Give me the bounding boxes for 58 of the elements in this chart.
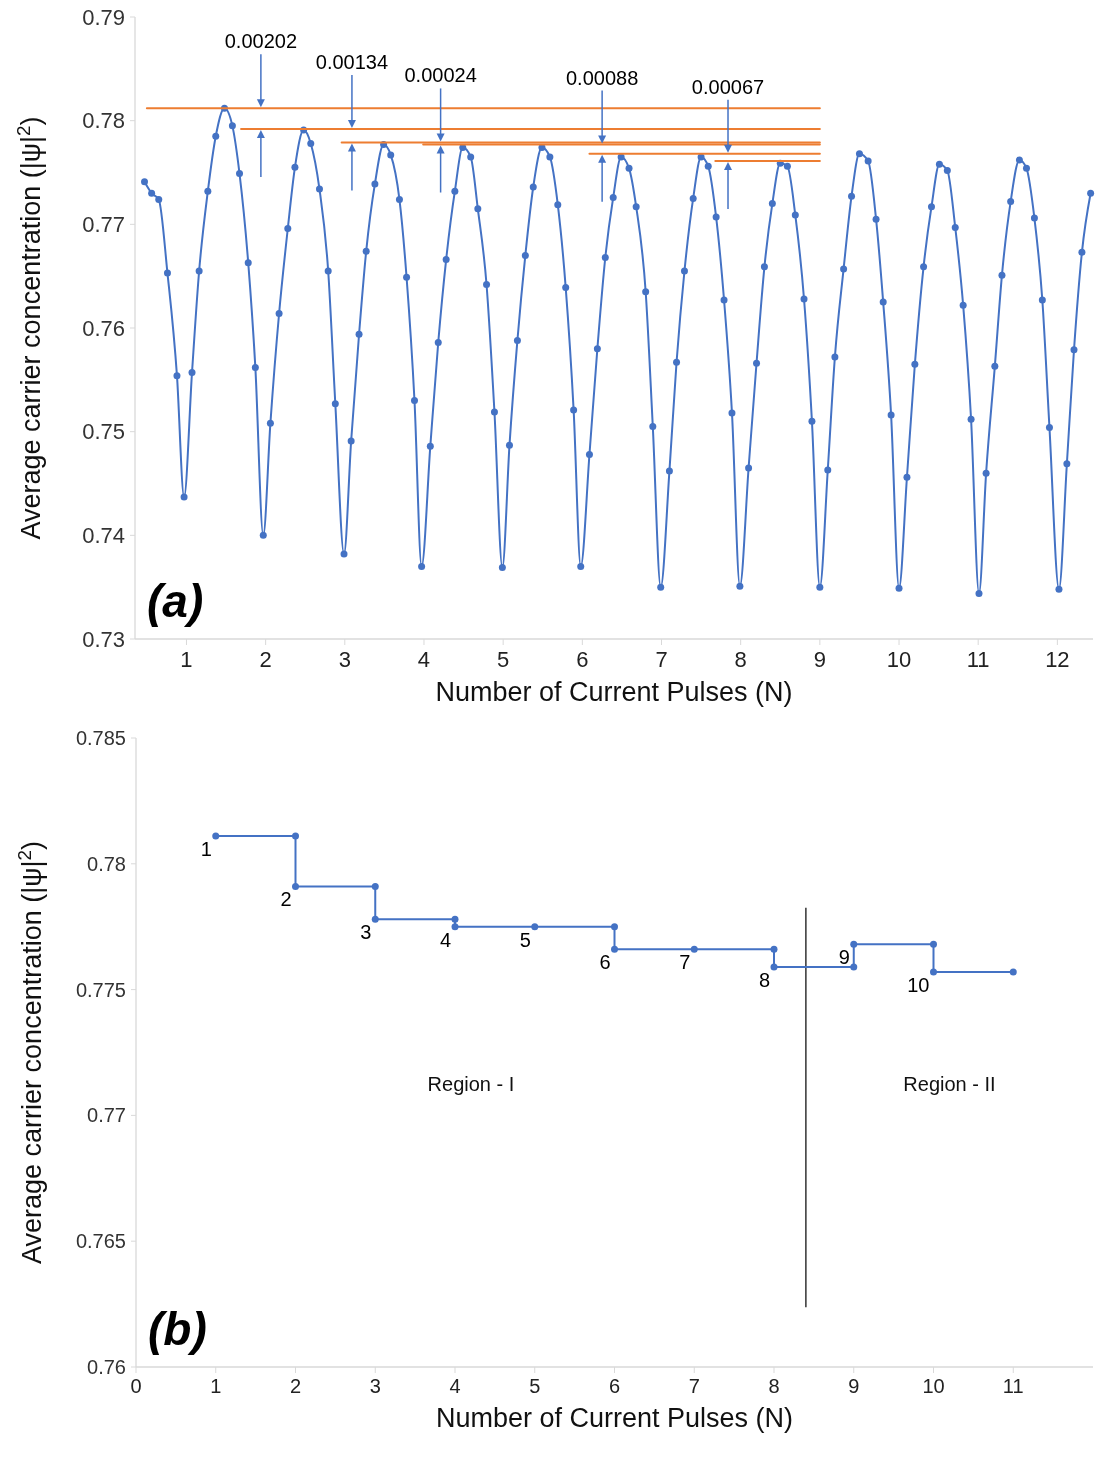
- x-tick-label: 3: [338, 647, 351, 672]
- y-tick-label: 0.73: [82, 626, 125, 652]
- annotation: 3: [360, 921, 372, 944]
- annotation: 0.00134: [315, 50, 389, 73]
- annotation: 4: [439, 928, 451, 951]
- y-tick-label: 0.78: [87, 852, 126, 875]
- x-tick-label: 12: [1045, 647, 1070, 672]
- annotation: 6: [599, 951, 611, 974]
- x-tick-label: 4: [417, 647, 431, 672]
- x-tick-label: 6: [608, 1375, 621, 1397]
- x-axis-title: Number of Current Pulses (N): [435, 677, 793, 707]
- annotation: Region - II: [903, 1072, 996, 1095]
- x-tick-label: 3: [369, 1375, 381, 1397]
- y-tick-label: 0.76: [82, 315, 125, 341]
- annotation: 2: [280, 888, 292, 911]
- annotation: 5: [519, 928, 531, 951]
- x-tick-label: 2: [259, 647, 272, 672]
- annotation: 9: [838, 946, 850, 969]
- x-tick-label: 9: [813, 647, 826, 672]
- y-tick-label: 0.77: [87, 1104, 126, 1127]
- x-tick-label: 4: [449, 1375, 461, 1397]
- x-tick-label: 10: [922, 1375, 945, 1397]
- x-tick-label: 11: [966, 647, 990, 672]
- x-tick-label: 6: [576, 647, 589, 672]
- y-tick-label: 0.76: [87, 1356, 126, 1378]
- x-tick-label: 5: [529, 1375, 541, 1397]
- x-tick-label: 7: [688, 1375, 700, 1397]
- annotation: 0.00088: [565, 66, 639, 89]
- x-tick-label: 2: [289, 1375, 302, 1397]
- annotation: 0.00067: [691, 75, 765, 98]
- y-tick-label: 0.74: [82, 523, 125, 549]
- x-axis-title: Number of Current Pulses (N): [435, 1403, 794, 1433]
- annotation: 0.00024: [404, 64, 477, 87]
- y-tick-label: 0.77: [82, 212, 125, 238]
- y-tick-label: 0.765: [75, 1230, 126, 1253]
- annotation: 10: [907, 973, 930, 996]
- x-tick-label: 9: [848, 1375, 860, 1397]
- annotation: Region - I: [427, 1072, 515, 1095]
- annotation: 7: [679, 951, 691, 974]
- y-tick-label: 0.78: [82, 108, 125, 134]
- annotation: 0.00202: [224, 30, 298, 53]
- x-tick-label: 1: [180, 647, 193, 672]
- annotation: (a): [147, 575, 204, 627]
- x-tick-label: 8: [768, 1375, 780, 1397]
- y-tick-label: 0.75: [82, 419, 125, 445]
- y-tick-label: 0.775: [75, 978, 126, 1001]
- y-tick-label: 0.79: [82, 4, 125, 30]
- annotation: 1: [200, 838, 212, 861]
- x-tick-label: 0: [130, 1375, 142, 1397]
- x-tick-label: 8: [734, 647, 747, 672]
- x-tick-label: 5: [497, 647, 510, 672]
- x-tick-label: 7: [655, 647, 668, 672]
- x-tick-label: 1: [210, 1375, 222, 1397]
- annotation: (b): [148, 1303, 207, 1355]
- y-tick-label: 0.785: [75, 727, 126, 749]
- x-tick-label: 11: [1002, 1375, 1024, 1397]
- x-tick-label: 10: [886, 647, 912, 672]
- annotation: 8: [758, 968, 770, 991]
